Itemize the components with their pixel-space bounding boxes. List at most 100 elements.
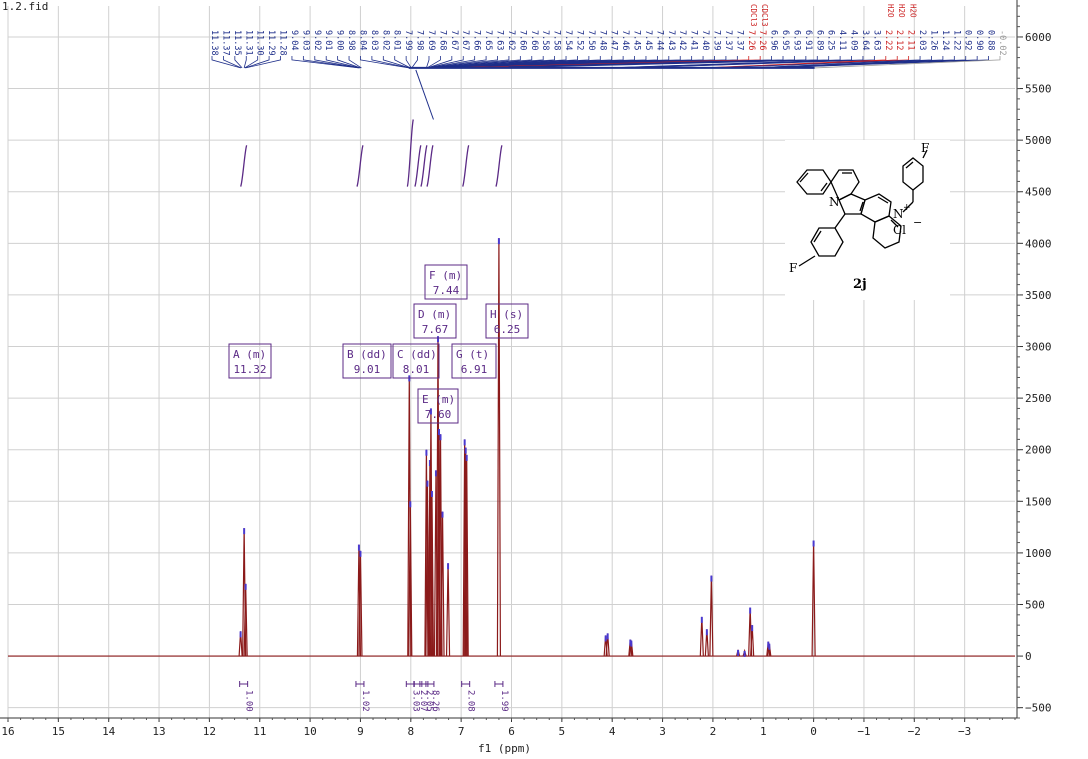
x-tick-label: 14: [102, 725, 116, 738]
compound-label: 2j: [853, 277, 867, 292]
peak-pick-label: 7.58: [540, 30, 550, 50]
x-tick-label: −3: [958, 725, 971, 738]
peak-pick-label: 8.04: [357, 30, 367, 50]
peak-pick-connector: [426, 56, 441, 69]
y-tick-label: 3500: [1025, 289, 1052, 302]
peak-pick-label: 9.02: [312, 30, 322, 50]
solvent-label: CDCl3: [760, 4, 769, 27]
y-tick-label: −500: [1025, 702, 1052, 715]
multiplet-box: [451, 343, 497, 379]
multiplet-box: [485, 303, 529, 339]
peak-pick-connector: [325, 56, 361, 69]
multiplet-shift: 9.01: [354, 363, 381, 376]
peak-pick-connector: [814, 56, 1001, 69]
integral-curve: [462, 145, 470, 187]
multiplet-label: D (m): [418, 308, 451, 321]
peak-pick-connector: [427, 56, 464, 69]
peak-pick-label: 7.37: [734, 30, 744, 50]
peak-pick-label: 2.11: [906, 30, 916, 50]
integral-value-label: 1.02: [360, 690, 370, 712]
integral-value-label: 1.00: [244, 690, 254, 712]
peak-pick-connector: [337, 56, 361, 69]
peak-pick-label: 4.11: [837, 30, 847, 50]
integral-curve: [420, 145, 428, 187]
peak-pick-label: 7.98: [415, 30, 425, 50]
multiplet-label: H (s): [490, 308, 523, 321]
peak-pick-label: 1.26: [928, 30, 938, 50]
peak-pick-label: 2.22: [883, 30, 893, 50]
x-axis-title: f1 (ppm): [478, 742, 531, 755]
structure-charge-minus: −: [913, 216, 922, 229]
peak-pick-label: 8.01: [392, 30, 402, 50]
peak-pick-label: 8.03: [369, 30, 379, 50]
multiplet-box: [424, 264, 468, 300]
peak-pick-connector: [243, 56, 247, 69]
peak-pick-label: 7.67: [460, 30, 470, 50]
peak-pick-label: 7.48: [597, 30, 607, 50]
spectrum-peak: [463, 447, 468, 657]
chemical-structure: F N N Cl F + − 2j: [785, 140, 950, 300]
grid-lines: [7, 6, 1015, 718]
multiplet-box: [228, 343, 272, 379]
peak-pick-label: 7.58: [552, 30, 562, 50]
integral-curve: [495, 145, 503, 187]
spectrum-peak: [605, 633, 610, 657]
peak-pick-label: 7.37: [723, 30, 733, 50]
peak-pick-connector: [428, 56, 487, 69]
y-tick-label: 0: [1025, 650, 1032, 663]
peak-pick-label: 6.95: [780, 30, 790, 50]
x-tick-label: 15: [52, 725, 65, 738]
multiplet-boxes: A (m) 11.32 B (dd) 9.01 C (dd) 8.01 D (m) 7.67 E…: [228, 264, 529, 424]
integral-value-label: 1.99: [499, 690, 509, 712]
peak-pick-connector: [245, 56, 270, 69]
peak-pick-labels: 11.38 11.37 11.35 11.31 11.30 11.29 11.28 9.04 9…: [209, 4, 1007, 120]
peak-pick-label: 6.96: [769, 30, 779, 50]
multiplet-shift: 6.25: [494, 323, 521, 336]
x-tick-label: 3: [659, 725, 666, 738]
peak-pick-label: 7.47: [609, 30, 619, 50]
spectrum-peak: [750, 625, 755, 657]
multiplet-label: B (dd): [347, 348, 387, 361]
x-tick-label: −2: [908, 725, 921, 738]
spectrum-file-title: 1.2.fid: [2, 0, 49, 13]
structure-atom-f-top: F: [921, 141, 929, 155]
solvent-label: H2O: [909, 4, 918, 18]
spectrum-trace: [8, 238, 1015, 657]
y-tick-label: 1500: [1025, 495, 1052, 508]
peak-pick-label: 7.43: [666, 30, 676, 50]
peak-pick-label: 7.39: [711, 30, 721, 50]
peak-pick-label: 7.45: [643, 30, 653, 50]
peak-pick-connector: [427, 56, 453, 69]
peak-pick-label: 7.60: [529, 30, 539, 50]
integral-value-label: 2.08: [466, 690, 476, 712]
peak-pick-connector: [360, 56, 409, 69]
multiplet-box: [417, 388, 459, 424]
solvent-label: CDCl3: [749, 4, 758, 27]
multiplet-label: E (m): [422, 393, 455, 406]
peak-pick-label: 7.50: [586, 30, 596, 50]
multiplet-label: A (m): [233, 348, 266, 361]
peak-pick-label: 8.98: [346, 30, 356, 50]
spectrum-peak: [496, 238, 502, 657]
x-tick-label: 10: [303, 725, 316, 738]
peak-pick-label: 7.26: [757, 30, 767, 50]
multiplet-shift: 7.44: [433, 284, 460, 297]
integral-value-label: 3.03: [410, 690, 420, 712]
integral-value-label: 8.26: [430, 690, 440, 712]
solvent-label: H2O: [886, 4, 895, 18]
peak-pick-label: 7.62: [506, 30, 516, 50]
multiplet-box: [413, 303, 457, 339]
peak-pick-label: 7.45: [632, 30, 642, 50]
x-tick-label: 1: [760, 725, 767, 738]
peak-pick-label: 8.02: [380, 30, 390, 50]
peak-pick-connector: [382, 56, 410, 69]
peak-pick-label: 9.04: [289, 30, 299, 50]
x-tick-label: 0: [810, 725, 817, 738]
structure-atom-cl: Cl: [893, 223, 906, 237]
multiplet-box: [342, 343, 392, 379]
peak-pick-label: 7.69: [426, 30, 436, 50]
peak-pick-connector: [411, 56, 418, 69]
peak-pick-connector: [223, 56, 242, 69]
peak-pick-connector: [415, 69, 434, 120]
